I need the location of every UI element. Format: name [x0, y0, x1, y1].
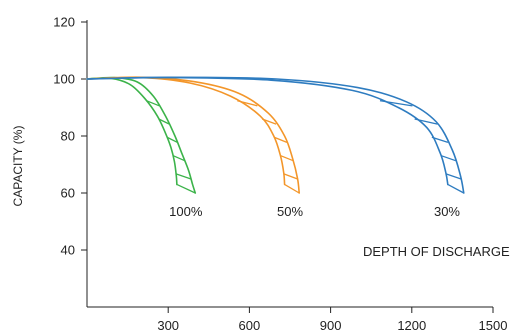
series-label-100: 100%	[169, 204, 203, 219]
series-30-cap	[447, 183, 465, 194]
series-30-hatch	[379, 100, 413, 107]
x-tick-label: 300	[157, 318, 179, 333]
series-30-hatch	[431, 136, 449, 144]
x-ticks: 300 600 900 1200 1500	[157, 307, 507, 333]
y-tick-label: 100	[53, 72, 75, 87]
y-tick-label: 120	[53, 15, 75, 30]
series-50-hatch	[280, 154, 294, 162]
series-100-hatch	[175, 173, 192, 180]
depth-of-discharge-label: DEPTH OF DISCHARGE	[363, 244, 510, 259]
series-50-lower-line	[86, 76, 286, 186]
y-axis-title: CAPACITY (%)	[11, 126, 25, 207]
series-label-50: 50%	[277, 204, 303, 219]
series-50-upper-line	[86, 76, 300, 194]
y-ticks: 40 60 80 100 120	[53, 15, 87, 258]
series-100-lower-line	[86, 77, 178, 186]
series-100-hatch	[166, 136, 178, 143]
x-tick-label: 1500	[479, 318, 508, 333]
series-50-hatch	[261, 118, 277, 125]
series-100-cap	[176, 183, 196, 194]
series-100-band	[86, 76, 197, 194]
series-50-band	[86, 76, 300, 194]
series-layer	[86, 76, 465, 194]
x-tick-label: 900	[320, 318, 342, 333]
axes	[86, 20, 493, 308]
series-100-hatch	[172, 154, 185, 162]
series-100-hatch	[158, 118, 170, 125]
x-tick-label: 600	[239, 318, 261, 333]
series-50-hatch	[283, 173, 298, 180]
series-30-hatch	[440, 154, 456, 162]
series-50-hatch	[237, 100, 258, 107]
series-50-hatch	[273, 136, 288, 144]
series-label-30: 30%	[434, 204, 460, 219]
series-30-hatch	[414, 118, 438, 125]
series-50-cap	[284, 183, 300, 194]
series-30-band	[86, 76, 465, 194]
series-labels: 100% 50% 30%	[169, 204, 460, 219]
series-30-hatch	[445, 173, 462, 180]
series-30-upper-line	[86, 76, 465, 194]
y-tick-label: 60	[61, 186, 75, 201]
series-100-hatch	[146, 100, 160, 107]
x-tick-label: 1200	[397, 318, 426, 333]
y-tick-label: 40	[61, 243, 75, 258]
y-tick-label: 80	[61, 129, 75, 144]
